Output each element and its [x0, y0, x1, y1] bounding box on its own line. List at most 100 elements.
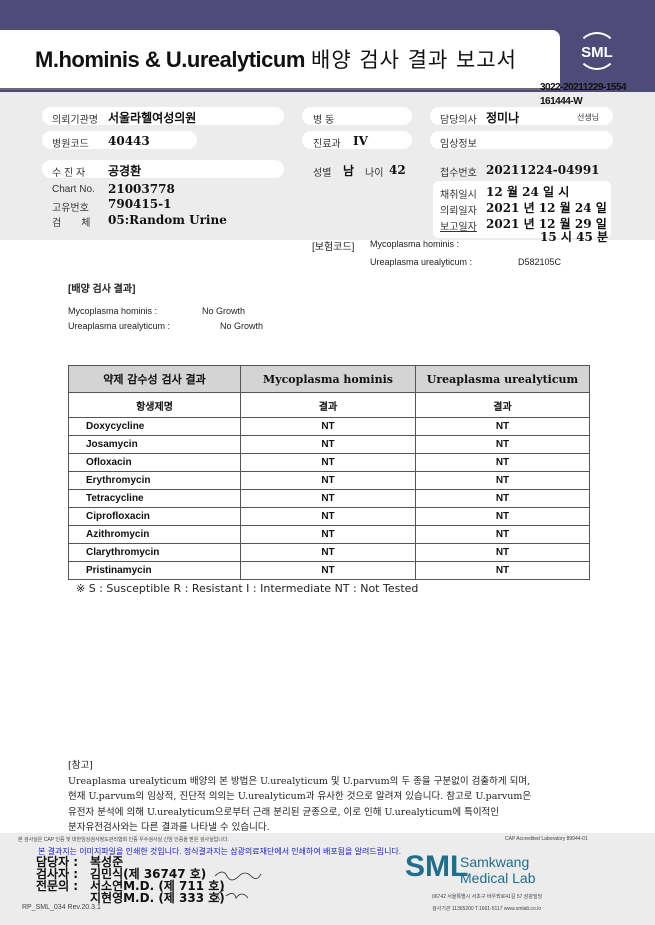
result-mh: NT	[240, 561, 416, 580]
culture-title: [배양 검사 결과]	[68, 284, 136, 295]
result-mh: NT	[240, 507, 416, 526]
table-row: Erythromycin NT NT	[68, 471, 590, 490]
table-subheader-row: 항생제명 결과 결과	[68, 392, 590, 418]
patient-name-pill	[42, 160, 284, 178]
collect-label: 채취일시	[440, 190, 477, 201]
hospital-code-label: 병원코드	[52, 139, 89, 150]
doc-id-2: 161444-W	[540, 96, 583, 107]
subheader-result-uu: 결과	[415, 392, 590, 418]
table-row: Doxycycline NT NT	[68, 417, 590, 436]
hospital-code-pill	[42, 131, 197, 149]
document-id: 3022-20211229-1554 161444-W	[540, 81, 627, 109]
title-box	[0, 30, 560, 90]
table-row: Josamycin NT NT	[68, 435, 590, 454]
title-ko: 배양 검사 결과 보고서	[311, 48, 517, 72]
age-label: 나이	[365, 168, 384, 179]
report-title: M.hominis & U.urealyticum 배양 검사 결과 보고서	[35, 44, 517, 74]
uid-value: 790415-1	[108, 197, 172, 211]
insurance-uu-label: Ureaplasma urealyticum :	[370, 257, 473, 267]
antibiotic-name: Ofloxacin	[68, 453, 241, 472]
specialist-1: 서소연M.D. (제 711 호)	[90, 879, 225, 893]
result-mh: NT	[240, 525, 416, 544]
cap-text: CAP Accredited Laboratory 89944-01	[505, 836, 588, 842]
notice-text: 본 결과지는 이미지파일을 인쇄한 것입니다. 정식결과지는 삼광의료재단에서 …	[38, 847, 402, 856]
manager-value: 복성준	[90, 855, 124, 869]
receipt-value: 20211224-04991	[486, 163, 600, 177]
subheader-result-mh: 결과	[240, 392, 416, 418]
sex-value: 남	[343, 164, 355, 178]
lab-name-2: Medical Lab	[460, 870, 536, 886]
note-title: [참고]	[68, 760, 93, 771]
cert-text: 본 검사실은 CAP 인증 및 대한임상검사정도관리협회 인증 우수검사실 신임…	[18, 837, 229, 843]
specimen-label: 검 체	[52, 218, 91, 229]
ward-label: 병 동	[313, 115, 335, 126]
result-uu: NT	[415, 489, 590, 508]
header-mh: Mycoplasma hominis	[240, 365, 416, 393]
reference-note: [참고] Ureaplasma urealyticum 배양의 본 방법은 U.…	[68, 758, 531, 836]
tester-value: 김민식(제 36747 호)	[90, 867, 207, 881]
sex-label: 성별	[313, 168, 332, 179]
culture-mh-label: Mycoplasma hominis :	[68, 306, 158, 316]
doctor-pill	[430, 107, 613, 125]
result-uu: NT	[415, 453, 590, 472]
samkwang-logo: SML	[405, 850, 469, 883]
doctor-label: 담당의사	[440, 115, 477, 126]
note-line: 유전자 분석에 의해 U.urealyticum으로부터 근래 분리된 균종으로…	[68, 806, 500, 818]
antibiotic-name: Josamycin	[68, 435, 241, 454]
lab-address: 06742 서울특별시 서초구 바우뫼로41길 57 삼광빌딩	[432, 894, 543, 900]
result-uu: NT	[415, 543, 590, 562]
age-value: 42	[389, 163, 406, 177]
dept-value: IV	[353, 134, 368, 148]
result-uu: NT	[415, 435, 590, 454]
request-value: 2021 년 12 월 24 일	[486, 201, 607, 215]
antibiotic-name: Erythromycin	[68, 471, 241, 490]
sensitivity-table: 약제 감수성 검사 결과 Mycoplasma hominis Ureaplas…	[68, 365, 590, 580]
ward-pill	[302, 107, 412, 125]
title-en: M.hominis & U.urealyticum	[35, 47, 305, 72]
doc-id-1: 3022-20211229-1554	[540, 82, 627, 93]
result-mh: NT	[240, 489, 416, 508]
result-mh: NT	[240, 417, 416, 436]
insurance-label: [보험코드]	[312, 242, 355, 253]
lab-contact: 검사기관 11365200 T.1661-5117 www.smlab.co.k…	[432, 906, 542, 912]
sml-logo: SML	[577, 32, 617, 70]
result-uu: NT	[415, 471, 590, 490]
institution-label: 의뢰기관명	[52, 115, 98, 126]
footer-panel	[0, 833, 655, 925]
institution-value: 서울라헬여성의원	[108, 111, 197, 125]
specimen-value: 05:Random Urine	[108, 213, 227, 227]
uid-label: 고유번호	[52, 203, 89, 214]
culture-mh-result: No Growth	[202, 306, 246, 316]
chart-label: Chart No.	[52, 184, 95, 195]
chart-value: 21003778	[108, 182, 175, 196]
antibiotic-name: Ciprofloxacin	[68, 507, 241, 526]
collect-value: 12 월 24 일 시	[486, 185, 570, 199]
result-uu: NT	[415, 525, 590, 544]
subheader-antibiotic: 항생제명	[68, 392, 241, 418]
patient-name-value: 공경환	[108, 164, 142, 178]
table-row: Ciprofloxacin NT NT	[68, 507, 590, 526]
antibiotic-name: Doxycycline	[68, 417, 241, 436]
result-uu: NT	[415, 507, 590, 526]
hospital-code-value: 40443	[108, 134, 150, 148]
table-row: Clarythromycin NT NT	[68, 543, 590, 562]
antibiotic-name: Pristinamycin	[68, 561, 241, 580]
lab-name-1: Samkwang	[460, 854, 530, 870]
institution-pill	[42, 107, 284, 125]
insurance-mh-label: Mycoplasma hominis :	[370, 239, 460, 249]
dates-box	[433, 181, 611, 238]
receipt-label: 접수번호	[440, 168, 477, 179]
header-uu: Ureaplasma urealyticum	[415, 365, 590, 393]
antibiotic-name: Clarythromycin	[68, 543, 241, 562]
result-mh: NT	[240, 453, 416, 472]
patient-name-label: 수 진 자	[52, 168, 86, 179]
signatures	[214, 871, 262, 901]
table-row: Azithromycin NT NT	[68, 525, 590, 544]
antibiotic-name: Tetracycline	[68, 489, 241, 508]
lab-name: Samkwang Medical Lab	[460, 854, 536, 886]
report-time: 15 시 45 분	[540, 230, 609, 244]
note-line: 분자유전검사와는 다른 결과를 나타낼 수 있습니다.	[68, 822, 270, 833]
note-line: 현재 U.parvum의 임상적, 진단적 의의는 U.urealyticum과…	[68, 791, 532, 802]
table-row: Pristinamycin NT NT	[68, 561, 590, 580]
tester-label: 검사자 :	[36, 867, 79, 881]
